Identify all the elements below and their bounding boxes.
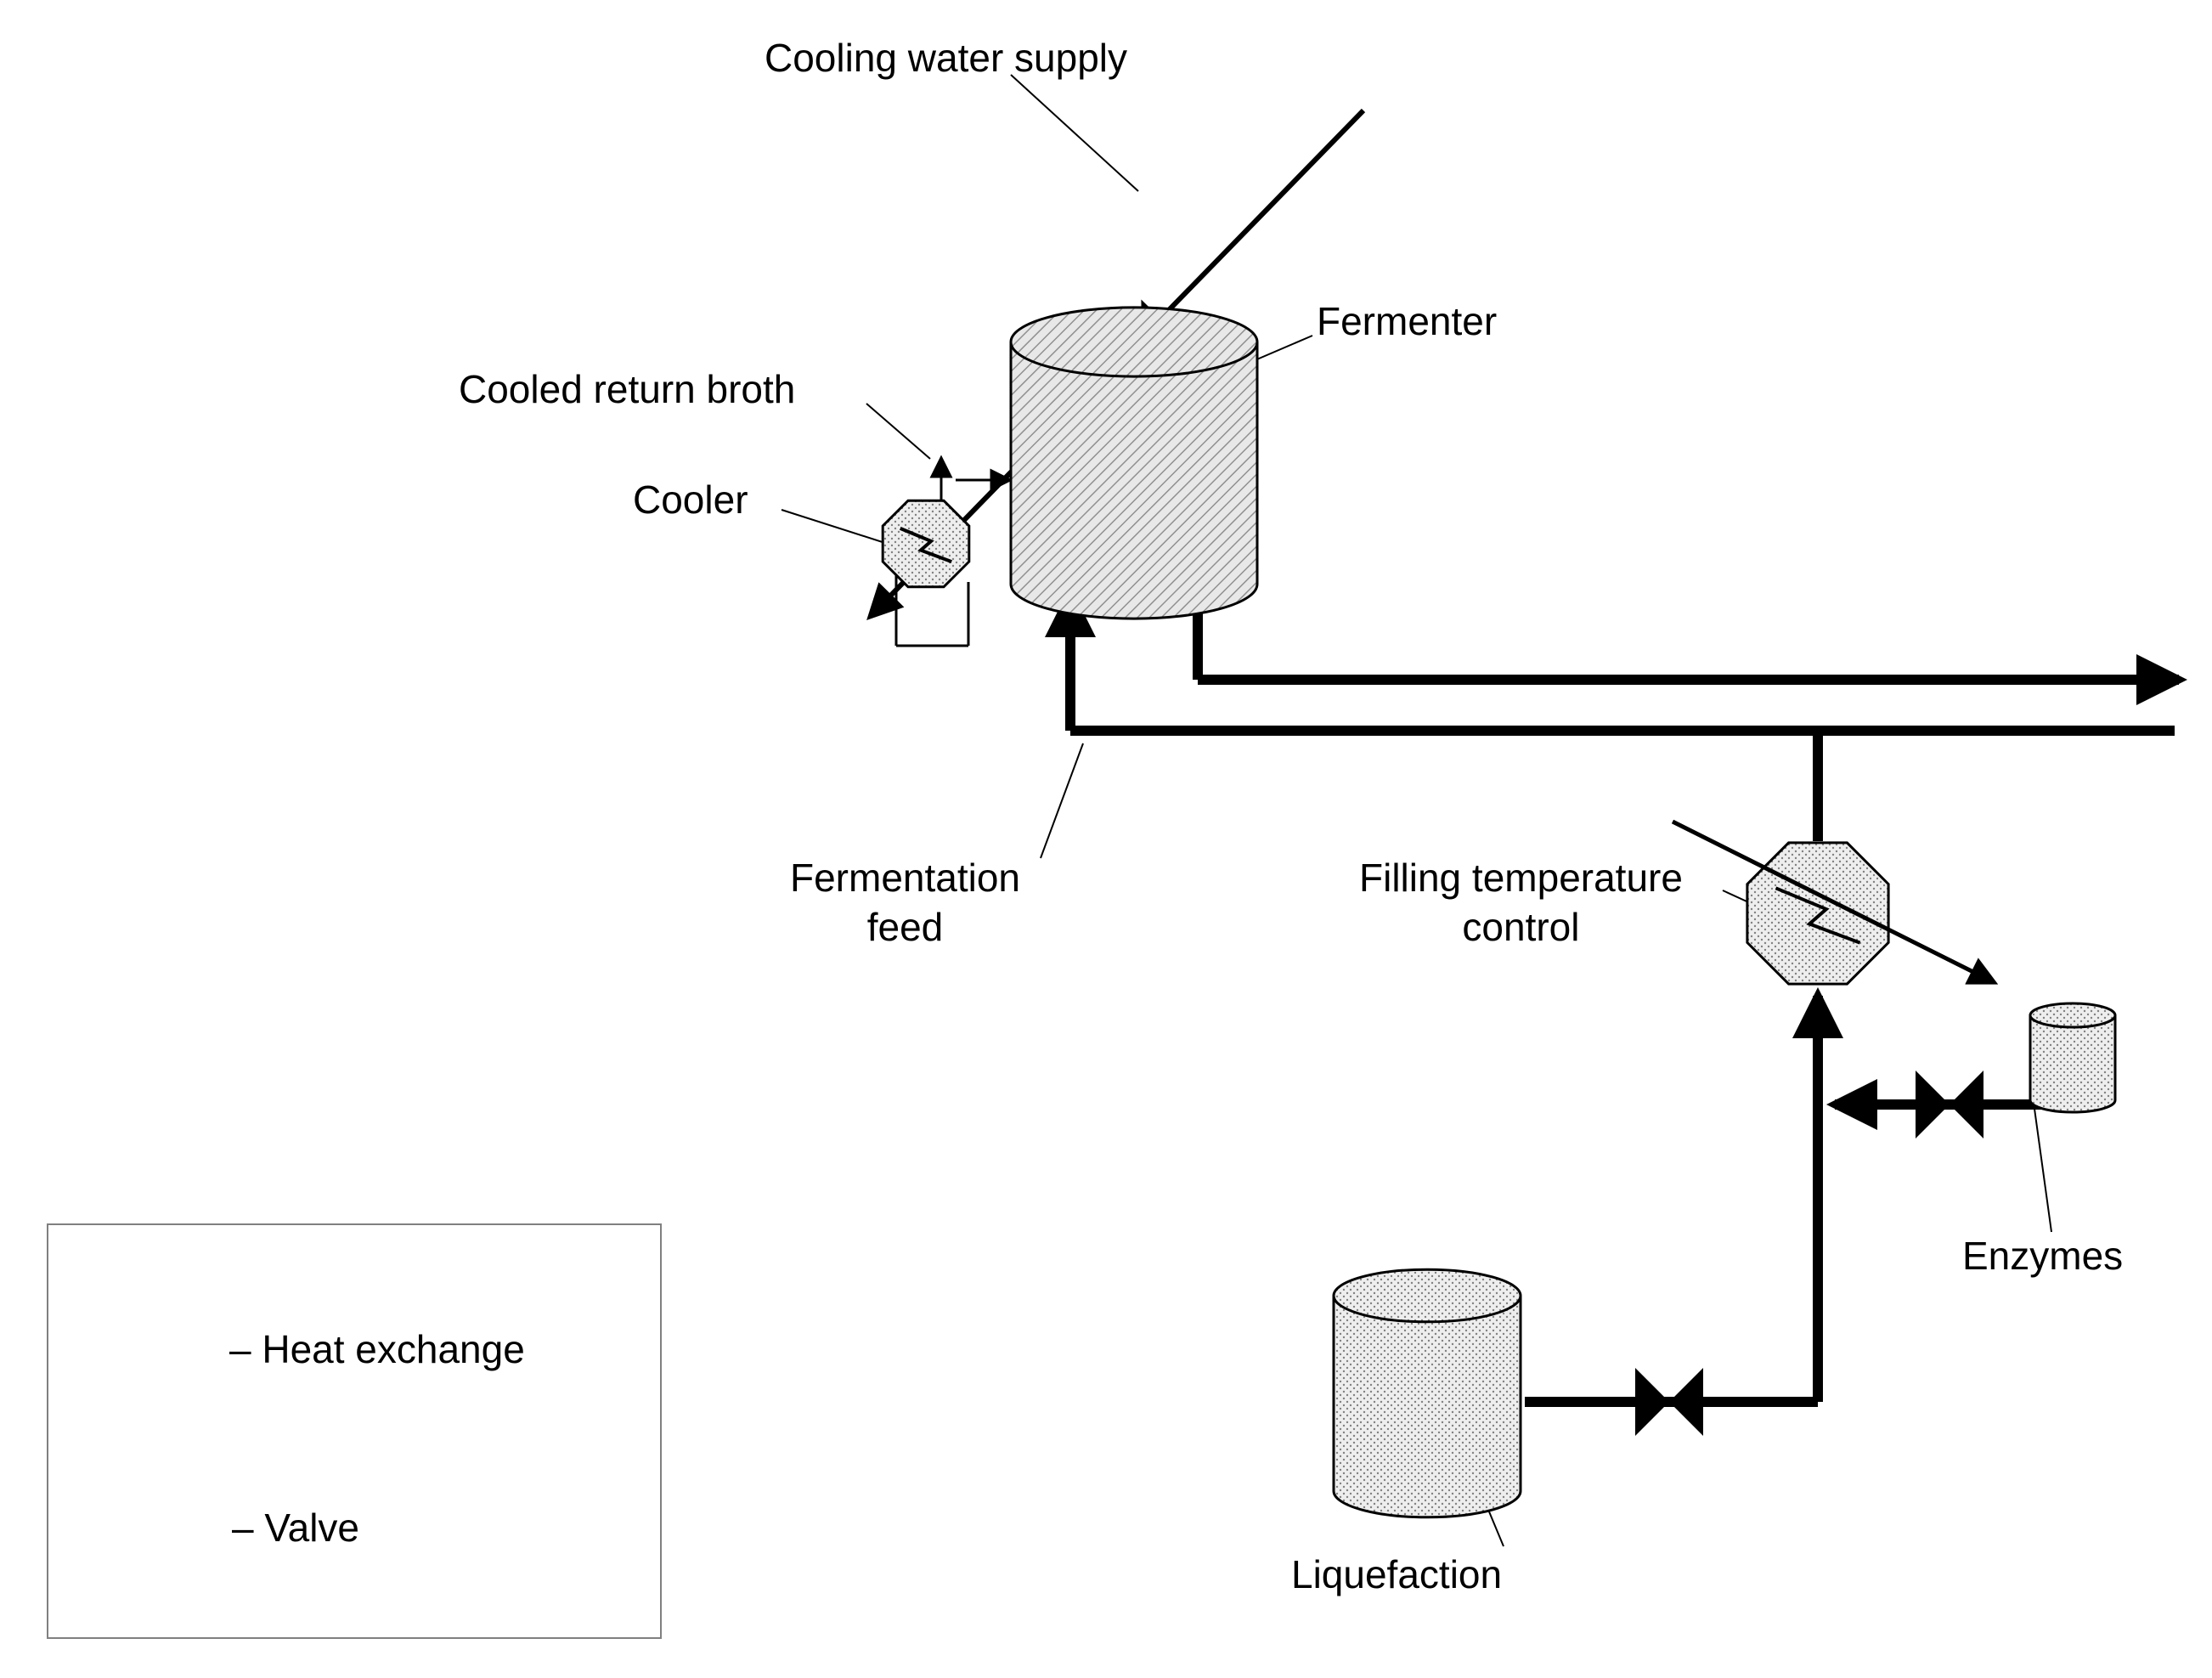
node-liquefaction (1334, 1269, 1521, 1517)
label-cooler: Cooler (633, 476, 748, 525)
flow-valves (1635, 1071, 1983, 1436)
label-cooled-return-broth: Cooled return broth (459, 365, 795, 415)
label-filling-temp-control: Filling temperature control (1359, 854, 1683, 952)
node-cooler (883, 500, 969, 587)
node-enzymes (2030, 1003, 2115, 1112)
label-fermenter: Fermenter (1317, 297, 1497, 347)
label-enzymes: Enzymes (1962, 1232, 2123, 1281)
node-temp-control (1673, 822, 1994, 984)
legend-box (47, 1223, 662, 1639)
legend-label-heat-exchange: – Heat exchange (229, 1325, 525, 1375)
legend-label-valve: – Valve (232, 1504, 359, 1553)
node-fermenter (1011, 308, 1257, 619)
diagram-stage: Cooling water supply Fermenter Cooled re… (0, 0, 2212, 1678)
label-fermentation-feed: Fermentation feed (790, 854, 1020, 952)
label-cooling-water-supply: Cooling water supply (765, 34, 1127, 83)
label-liquefaction: Liquefaction (1291, 1551, 1502, 1600)
